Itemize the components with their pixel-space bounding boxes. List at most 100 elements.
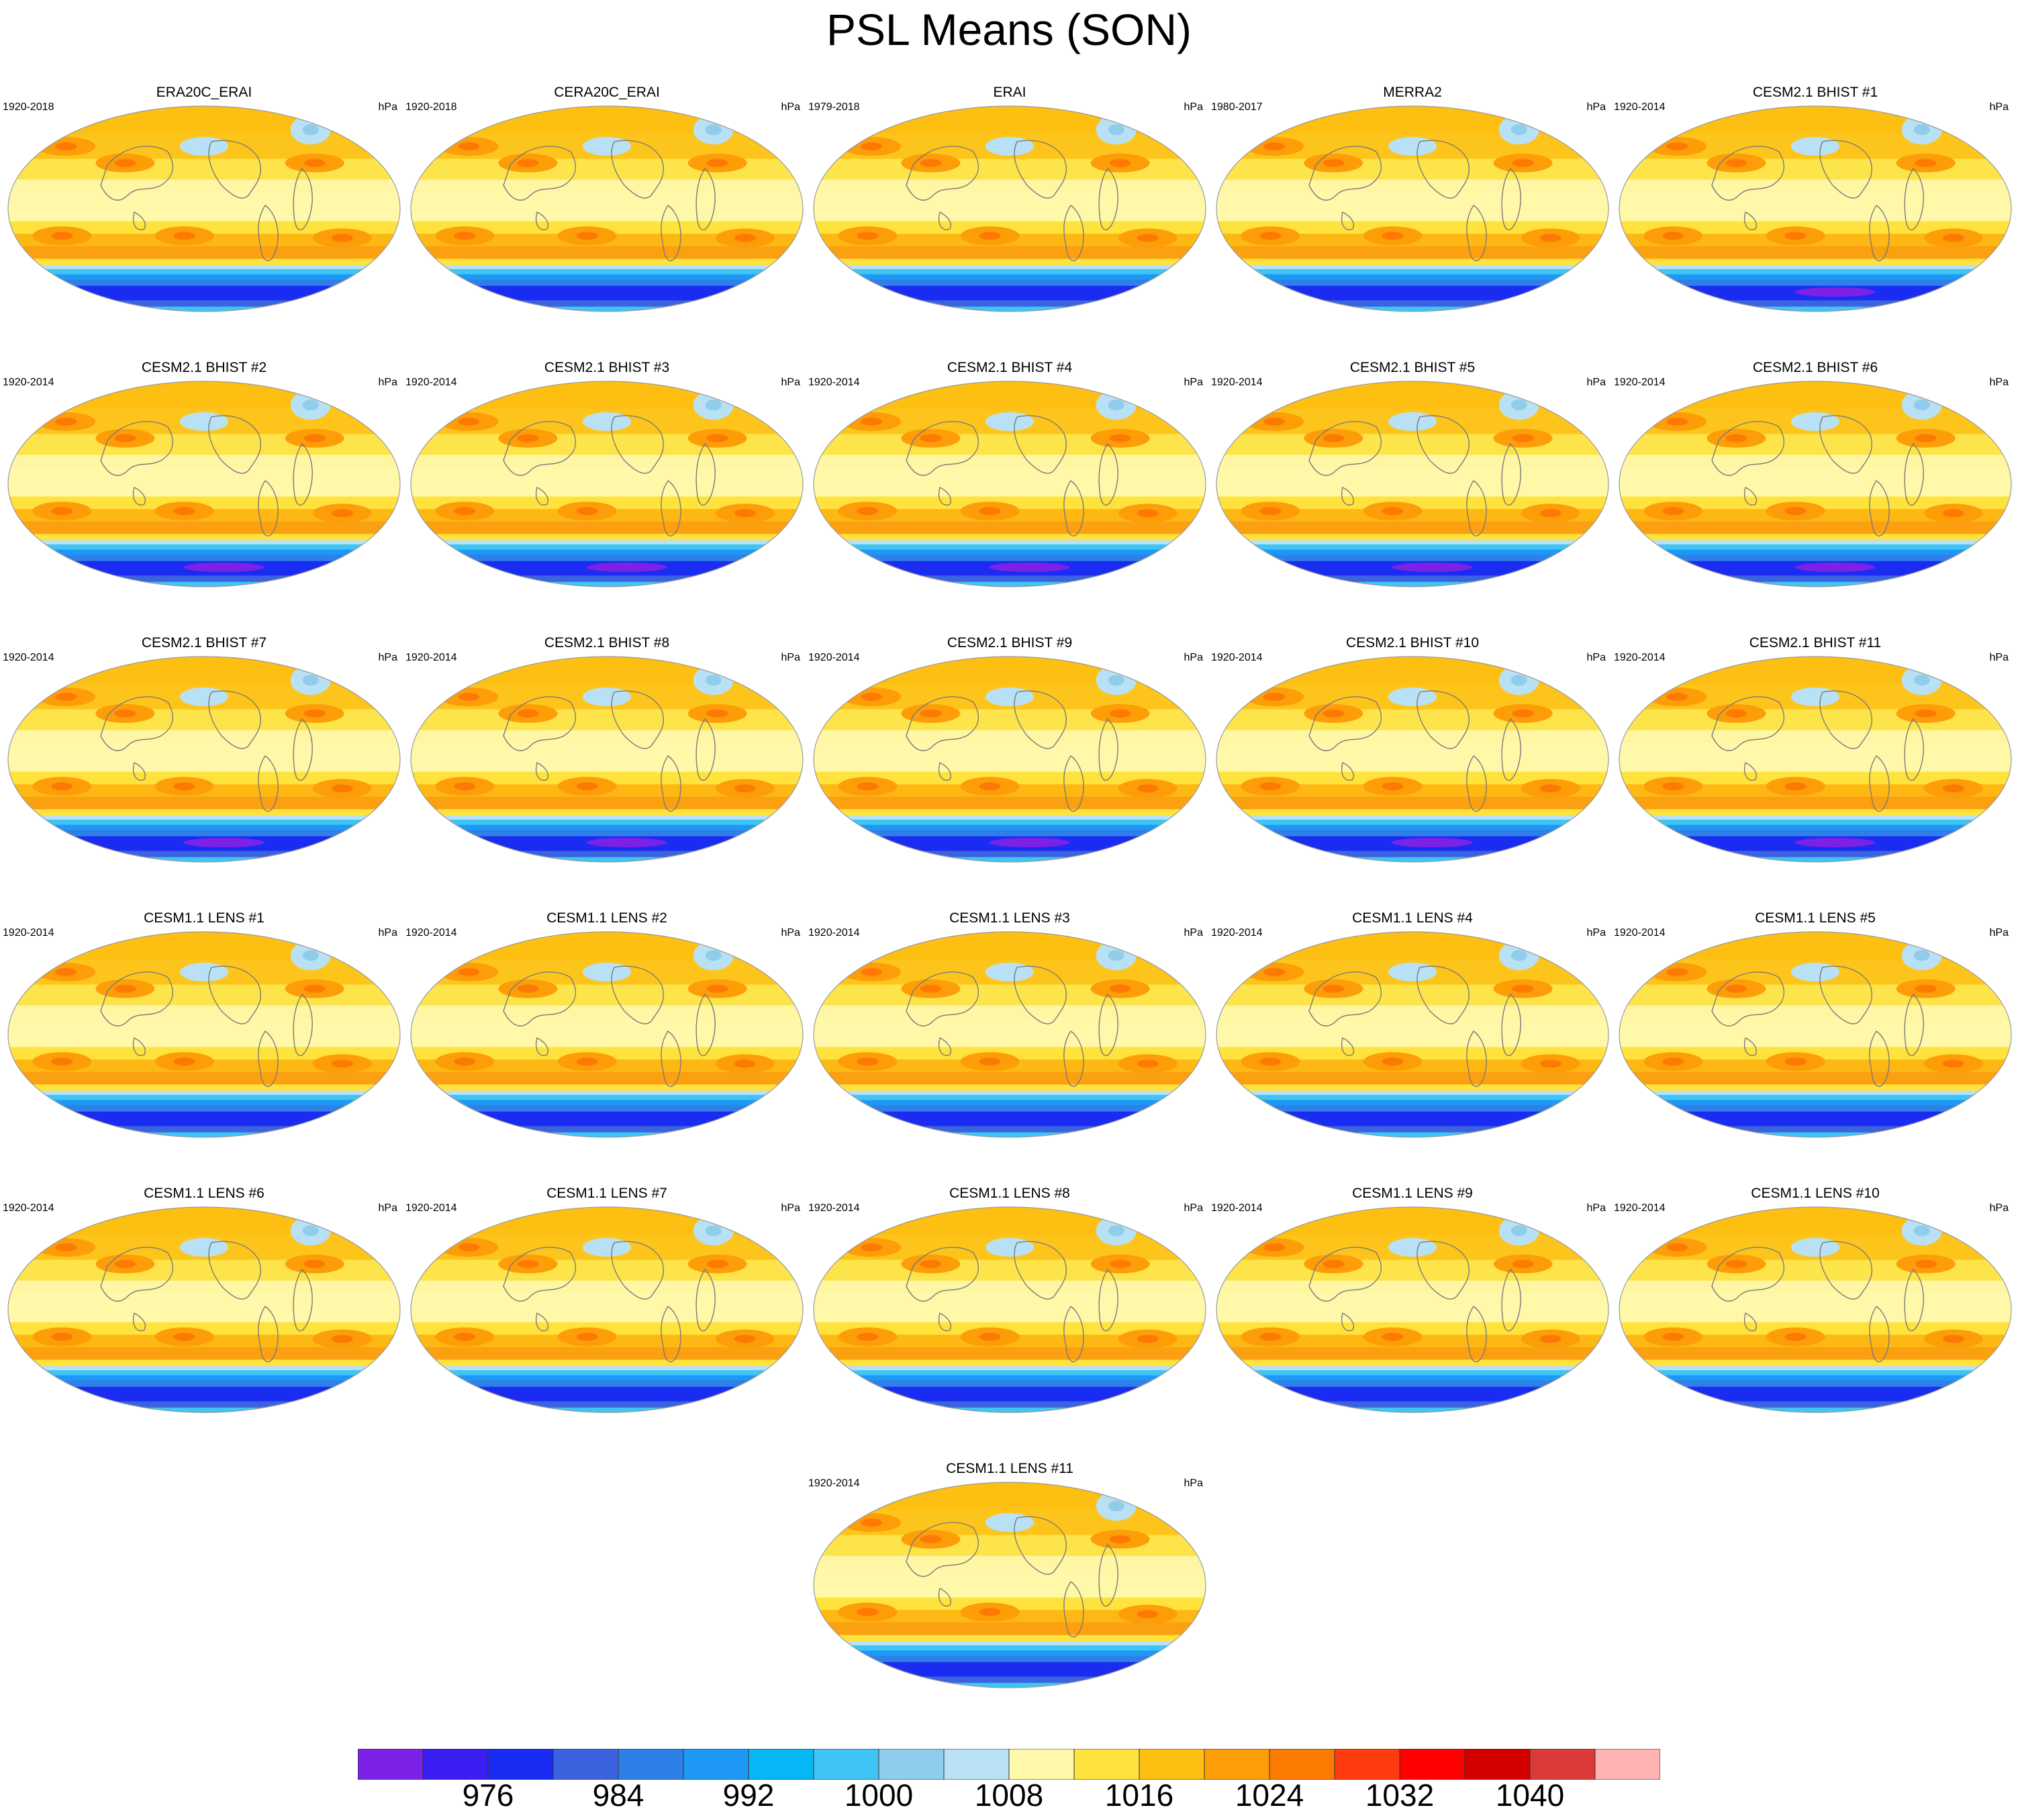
icelandic-low-core (302, 124, 319, 136)
colorbar-tick-label: 992 (722, 1778, 775, 1813)
southern-low-band (814, 1641, 1206, 1646)
southern-low-band (1619, 824, 2011, 831)
panel-title: CESM2.1 BHIST #11 (1749, 635, 1882, 651)
psl-map (813, 1482, 1206, 1688)
coastline (100, 415, 313, 536)
southern-low-band (1619, 801, 2011, 810)
southern-low-band (1216, 1090, 1608, 1096)
panel-units: hPa (378, 652, 397, 663)
panel-years: 1920-2018 (405, 101, 457, 113)
high-pressure-core (51, 1333, 73, 1341)
high-pressure-core (857, 782, 879, 791)
high-pressure-core (734, 234, 756, 242)
high-pressure-core (861, 418, 883, 426)
psl-map (7, 105, 401, 312)
southern-low-band (411, 265, 803, 270)
southern-low-band (1216, 830, 1608, 837)
high-pressure-core (734, 509, 756, 518)
high-pressure-core (857, 232, 879, 240)
southern-low-band (1619, 555, 2011, 562)
southern-low-band (814, 851, 1206, 858)
pressure-band (1619, 1322, 2011, 1336)
coastline (1308, 690, 1521, 812)
high-pressure-core (331, 509, 353, 518)
high-pressure-core (1662, 1333, 1684, 1341)
high-pressure-core (734, 1335, 756, 1343)
panel-units: hPa (1586, 1202, 1606, 1214)
panel-title: CESM2.1 BHIST #2 (141, 360, 267, 375)
panel-title: MERRA2 (1383, 85, 1442, 100)
southern-low-band (411, 857, 803, 862)
southern-low-band (1619, 1386, 2011, 1402)
southern-low-band (411, 269, 803, 275)
map-panel: CESM2.1 BHIST #2 1920-2014 hPa (3, 360, 405, 628)
icelandic-low-core (302, 950, 319, 961)
southern-low-band (1619, 250, 2011, 260)
psl-map (7, 656, 401, 863)
high-pressure-core (1784, 232, 1807, 240)
southern-low-band (1619, 1370, 2011, 1376)
southern-low-band (1619, 1407, 2011, 1412)
pressure-band (1619, 467, 2011, 497)
psl-map (1216, 381, 1609, 587)
southern-low-band (1216, 1084, 1608, 1092)
panel-years: 1920-2014 (3, 377, 54, 388)
pressure-band (411, 1293, 803, 1323)
panel-units: hPa (1184, 101, 1203, 113)
southern-low-band (8, 279, 400, 287)
map-panel: CESM1.1 LENS #3 1920-2014 hPa (808, 910, 1211, 1179)
aleutian-low (583, 1238, 631, 1257)
pressure-band (814, 467, 1206, 497)
pressure-band (1216, 1293, 1608, 1323)
colorbar-tick-label: 1008 (974, 1778, 1044, 1813)
aleutian-low (1388, 687, 1437, 706)
southern-low-band (8, 1380, 400, 1388)
psl-map (410, 105, 804, 312)
southern-low-band (814, 1676, 1206, 1684)
aleutian-low (583, 963, 631, 981)
high-pressure-core (1137, 509, 1159, 518)
coastline (1308, 415, 1521, 536)
pressure-band (1216, 496, 1608, 510)
colorbar-segment (1008, 1749, 1075, 1780)
southern-low-band (8, 581, 400, 587)
map-panel: CESM2.1 BHIST #8 1920-2014 hPa (405, 635, 808, 904)
southern-low-band (1619, 1351, 2011, 1361)
high-pressure-core (1942, 784, 1964, 793)
pressure-band (814, 192, 1206, 222)
map-panel: CESM2.1 BHIST #9 1920-2014 hPa (808, 635, 1211, 904)
pressure-band (1216, 743, 1608, 773)
colorbar (358, 1749, 1660, 1780)
icelandic-low-core (302, 675, 319, 686)
southern-low-band (814, 815, 1206, 820)
pressure-band (8, 1005, 400, 1019)
coastline (503, 415, 716, 536)
high-pressure-core (1942, 1059, 1964, 1068)
high-pressure-core (1323, 158, 1345, 167)
psl-map (1216, 931, 1609, 1138)
high-pressure-core (1539, 509, 1561, 518)
high-pressure-core (1725, 434, 1747, 442)
panel-units: hPa (1586, 377, 1606, 388)
pressure-band (1619, 932, 2011, 961)
southern-low-band (814, 258, 1206, 266)
pressure-band (1216, 1005, 1608, 1019)
southern-low-band (411, 1380, 803, 1388)
colorbar-segment (1269, 1749, 1335, 1780)
southern-low-band (411, 1084, 803, 1092)
pressure-band (411, 192, 803, 222)
high-pressure-core (51, 782, 73, 791)
pressure-band (1619, 1018, 2011, 1048)
high-pressure-core (857, 1057, 879, 1066)
panel-units: hPa (781, 652, 800, 663)
high-pressure-core (458, 693, 480, 701)
high-pressure-core (331, 1335, 353, 1343)
high-pressure-core (979, 1333, 1001, 1341)
pressure-band (814, 657, 1206, 685)
pressure-band (1216, 1322, 1608, 1336)
pressure-band (814, 106, 1206, 135)
high-pressure-core (55, 968, 77, 976)
map-panel: CERA20C_ERAI 1920-2018 hPa (405, 85, 808, 353)
southern-low-band (8, 1084, 400, 1092)
high-pressure-core (1942, 509, 1964, 518)
